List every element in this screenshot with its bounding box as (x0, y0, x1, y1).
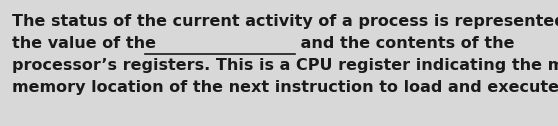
Text: processor’s registers. This is a CPU register indicating the main: processor’s registers. This is a CPU reg… (12, 58, 558, 73)
Text: The status of the current activity of a process is represented by: The status of the current activity of a … (12, 14, 558, 29)
Text: memory location of the next instruction to load and execute.: memory location of the next instruction … (12, 80, 558, 95)
Text: the value of the: the value of the (12, 36, 162, 51)
Text: and the contents of the: and the contents of the (295, 36, 514, 51)
